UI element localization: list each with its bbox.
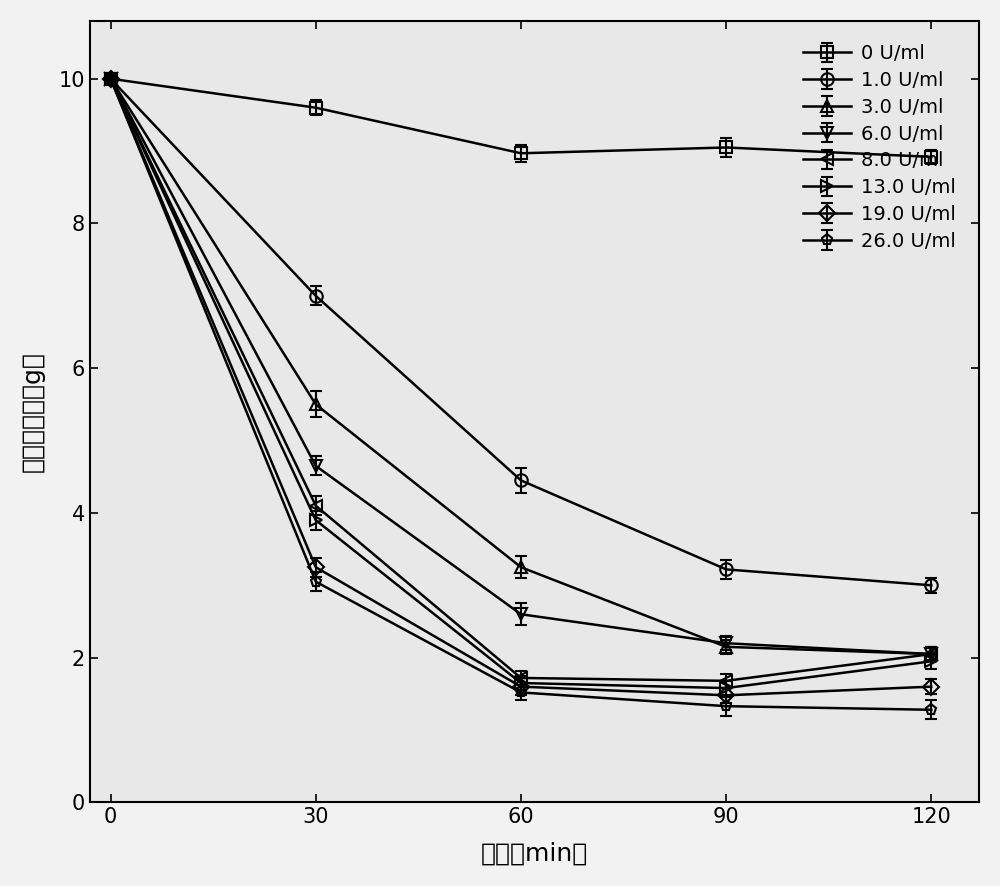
- Y-axis label: 鱼皮残余量（g）: 鱼皮残余量（g）: [21, 351, 45, 472]
- X-axis label: 时间（min）: 时间（min）: [481, 841, 588, 865]
- Legend: 0 U/ml, 1.0 U/ml, 3.0 U/ml, 6.0 U/ml, 8.0 U/ml, 13.0 U/ml, 19.0 U/ml, 26.0 U/ml: 0 U/ml, 1.0 U/ml, 3.0 U/ml, 6.0 U/ml, 8.…: [795, 36, 964, 259]
